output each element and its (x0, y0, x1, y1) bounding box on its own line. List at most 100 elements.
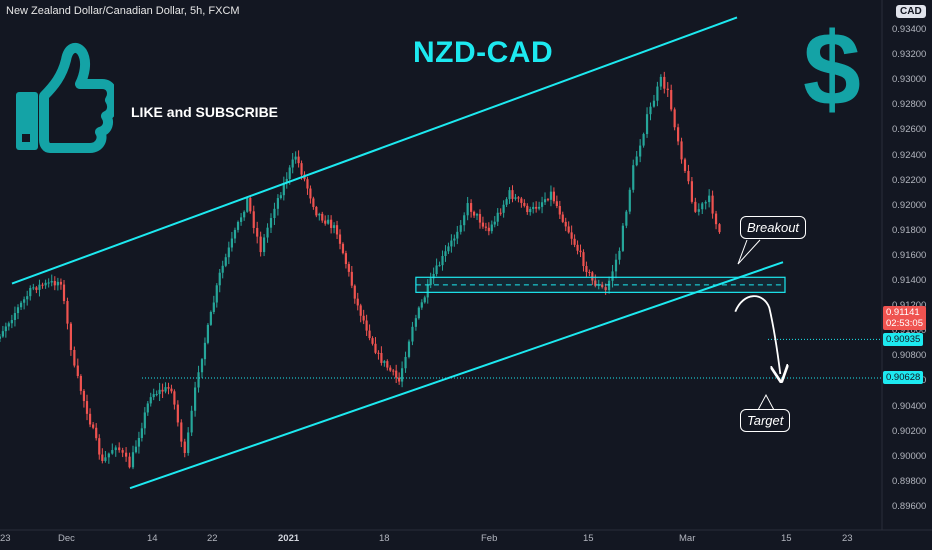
candle-body (140, 428, 143, 438)
level-label-b: 0.90628 (883, 371, 924, 384)
candle-body (625, 211, 628, 226)
candle-body (297, 156, 300, 164)
candle-body (128, 456, 131, 468)
candle-body (511, 190, 514, 199)
candle-body (426, 285, 429, 298)
price-tick-label: 0.91800 (892, 224, 927, 236)
candle-body (35, 287, 38, 290)
candle-body (73, 349, 76, 366)
candle-body (359, 305, 362, 316)
candle-body (344, 253, 348, 265)
candle-body (481, 222, 485, 227)
candle-body (697, 209, 700, 212)
candle-body (315, 206, 318, 216)
candle-body (414, 318, 417, 327)
candle-body (215, 285, 218, 303)
candle-body (327, 219, 330, 224)
price-tick-label: 0.91000 (892, 325, 927, 337)
price-tick-label: 0.90000 (892, 450, 927, 462)
candle-body (535, 206, 538, 209)
candle-body (687, 170, 690, 182)
candle-body (273, 208, 276, 219)
time-tick-label: 15 (781, 533, 792, 544)
candle-body (300, 163, 303, 175)
candle-body (53, 281, 56, 286)
candle-body (335, 225, 339, 235)
candle-body (170, 388, 173, 392)
symbol-header[interactable]: New Zealand Dollar/Canadian Dollar, 5h, … (6, 5, 240, 17)
candle-body (377, 352, 380, 354)
candle-body (180, 422, 183, 442)
time-tick-label: 14 (147, 533, 158, 544)
candle-body (417, 307, 420, 319)
candle-body (374, 343, 377, 353)
candle-body (582, 252, 585, 267)
candle-body (233, 229, 237, 239)
candle-body (441, 256, 444, 266)
candle-body (523, 202, 526, 206)
candle-body (224, 257, 227, 266)
candle-body (114, 447, 117, 451)
candle-body (432, 273, 435, 279)
candle-body (240, 217, 243, 222)
candle-body (212, 302, 215, 312)
price-tick-label: 0.92400 (892, 149, 927, 161)
candle-countdown: 02:53:05 (886, 318, 923, 329)
candle-body (404, 356, 407, 369)
candle-body (69, 323, 72, 350)
candle-body (155, 394, 158, 396)
candle-body (493, 221, 496, 225)
candle-body (306, 179, 309, 189)
candle-body (570, 232, 573, 239)
candle-body (92, 424, 95, 428)
candle-body (158, 389, 161, 395)
candle-body (1, 331, 4, 337)
candle-body (143, 412, 146, 429)
candle-body (645, 114, 649, 135)
candle-body (564, 221, 567, 227)
candle-body (183, 441, 186, 453)
candle-body (152, 394, 155, 398)
candle-body (13, 313, 17, 321)
candle-body (309, 188, 312, 199)
candle-body (350, 271, 353, 286)
projection-arrow (734, 295, 780, 374)
price-tick-label: 0.93400 (892, 24, 927, 35)
price-tick-label: 0.93200 (892, 49, 927, 61)
candle-body (549, 191, 553, 200)
price-tick-label: 0.93000 (892, 74, 927, 86)
price-tick-label: 0.91600 (892, 249, 927, 261)
candle-body (639, 145, 642, 157)
candle-body (167, 387, 170, 389)
candle-body (269, 218, 273, 228)
candle-body (121, 450, 124, 453)
candle-body (19, 302, 23, 308)
candle-body (98, 438, 101, 455)
time-tick-label: 23 (0, 533, 11, 544)
candle-body (197, 372, 200, 388)
candle-body (411, 326, 414, 342)
candle-body (526, 205, 529, 213)
candle-body (118, 447, 121, 451)
like-subscribe-text: LIKE and SUBSCRIBE (131, 104, 279, 120)
level-label-a: 0.90935 (883, 333, 924, 346)
candle-body (543, 199, 547, 203)
candle-body (263, 237, 266, 253)
candle-body (276, 198, 279, 209)
candle-body (190, 410, 193, 433)
candle-body (694, 201, 697, 212)
candle-body (711, 195, 714, 214)
candle-body (517, 197, 520, 199)
candle-body (621, 225, 624, 251)
currency-badge[interactable]: CAD (896, 5, 926, 18)
candle-body (125, 452, 128, 457)
candle-body (324, 220, 327, 224)
candle-body (259, 236, 262, 253)
candle-body (546, 199, 550, 201)
candle-body (429, 278, 432, 286)
price-tick-label: 0.91200 (892, 300, 926, 311)
candle-body (236, 221, 240, 230)
candle-body (82, 390, 86, 402)
candle-body (161, 389, 164, 392)
